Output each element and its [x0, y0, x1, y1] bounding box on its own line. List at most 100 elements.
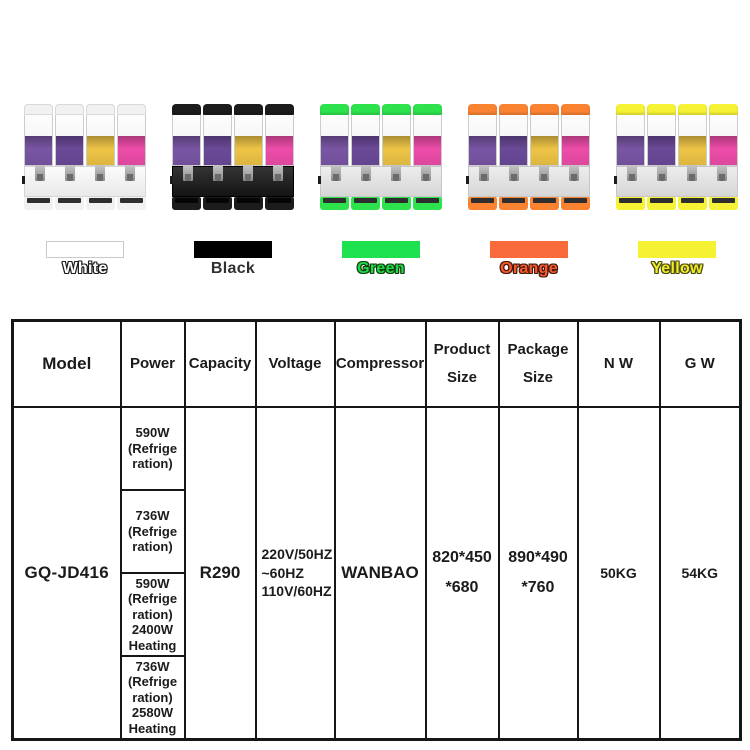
tank-unit — [265, 104, 294, 166]
drip-tray — [709, 197, 738, 210]
juice-tank — [172, 115, 201, 166]
model-value: GQ-JD416 — [11, 406, 122, 741]
variant-white: White — [22, 104, 146, 278]
variant-green: Green — [318, 104, 442, 278]
drip-tray — [24, 197, 53, 210]
col-header-product-size: Product Size — [424, 319, 500, 408]
dispenser-image-black — [170, 104, 294, 210]
tank-unit — [413, 104, 442, 166]
tank-lid — [382, 104, 411, 115]
drip-tray — [117, 197, 146, 210]
tap-icon — [539, 164, 549, 181]
tap-icon — [65, 164, 75, 181]
col-header-model: Model — [11, 319, 122, 408]
tank-unit — [55, 104, 84, 166]
variant-yellow: Yellow — [614, 104, 738, 278]
juice-tank — [203, 115, 232, 166]
tank-lid — [172, 104, 201, 115]
tank-lid — [24, 104, 53, 115]
col-header-compressor: Compressor — [333, 319, 427, 408]
trays-row — [172, 197, 294, 210]
juice-liquid — [204, 135, 231, 165]
juice-liquid — [87, 135, 114, 165]
tanks-row — [616, 104, 738, 166]
color-variants-section: White Black — [0, 0, 750, 278]
tap-icon — [657, 164, 667, 181]
tank-unit — [468, 104, 497, 166]
col-header-gross-weight: G W — [658, 319, 742, 408]
tank-unit — [320, 104, 349, 166]
tap-icon — [479, 164, 489, 181]
drip-tray — [86, 197, 115, 210]
juice-liquid — [648, 135, 675, 165]
tank-lid — [265, 104, 294, 115]
drip-tray — [678, 197, 707, 210]
tank-lid — [709, 104, 738, 115]
drip-tray — [616, 197, 645, 210]
tank-unit — [647, 104, 676, 166]
tank-unit — [616, 104, 645, 166]
juice-tank — [561, 115, 590, 166]
tank-unit — [117, 104, 146, 166]
tap-icon — [95, 164, 105, 181]
juice-liquid — [414, 135, 441, 165]
trays-row — [24, 197, 146, 210]
tap-icon — [35, 164, 45, 181]
tank-lid — [117, 104, 146, 115]
tank-unit — [709, 104, 738, 166]
juice-tank — [265, 115, 294, 166]
spec-row: GQ-JD416 590W (Refrige ration) 736W (Ref… — [11, 406, 742, 741]
power-option-1: 590W (Refrige ration) — [121, 408, 184, 491]
tank-lid — [55, 104, 84, 115]
juice-tank — [678, 115, 707, 166]
trays-row — [320, 197, 442, 210]
tank-unit — [678, 104, 707, 166]
tank-unit — [234, 104, 263, 166]
color-label-green: Green — [357, 260, 405, 277]
power-options-cell: 590W (Refrige ration) 736W (Refrige rati… — [119, 406, 186, 741]
color-swatch-green — [342, 241, 420, 258]
dispenser-image-yellow — [614, 104, 738, 210]
capacity-value: R290 — [183, 406, 257, 741]
tank-lid — [561, 104, 590, 115]
col-header-capacity: Capacity — [183, 319, 257, 408]
tap-icon — [717, 164, 727, 181]
tank-unit — [24, 104, 53, 166]
tank-unit — [530, 104, 559, 166]
tank-unit — [203, 104, 232, 166]
juice-tank — [320, 115, 349, 166]
tap-icon — [569, 164, 579, 181]
juice-liquid — [235, 135, 262, 165]
juice-tank — [234, 115, 263, 166]
juice-liquid — [617, 135, 644, 165]
trays-row — [616, 197, 738, 210]
dispenser-body — [170, 164, 294, 198]
drip-tray — [499, 197, 528, 210]
variant-black: Black — [170, 104, 294, 278]
juice-liquid — [531, 135, 558, 165]
drip-tray — [468, 197, 497, 210]
tanks-row — [172, 104, 294, 166]
tank-unit — [172, 104, 201, 166]
spec-table: Model Power Capacity Voltage Compressor … — [11, 319, 742, 741]
juice-tank — [117, 115, 146, 166]
juice-tank — [499, 115, 528, 166]
tank-unit — [351, 104, 380, 166]
drip-tray — [530, 197, 559, 210]
juice-liquid — [266, 135, 293, 165]
tank-lid — [86, 104, 115, 115]
dispenser-body — [318, 164, 442, 198]
juice-liquid — [679, 135, 706, 165]
tap-icon — [125, 164, 135, 181]
tap-icon — [421, 164, 431, 181]
juice-liquid — [562, 135, 589, 165]
tap-icon — [273, 164, 283, 181]
drip-tray — [413, 197, 442, 210]
tank-lid — [647, 104, 676, 115]
dispenser-body — [466, 164, 590, 198]
dispenser-image-orange — [466, 104, 590, 210]
voltage-value: 220V/50HZ ~60HZ 110V/60HZ — [254, 406, 336, 741]
tanks-row — [320, 104, 442, 166]
juice-liquid — [710, 135, 737, 165]
